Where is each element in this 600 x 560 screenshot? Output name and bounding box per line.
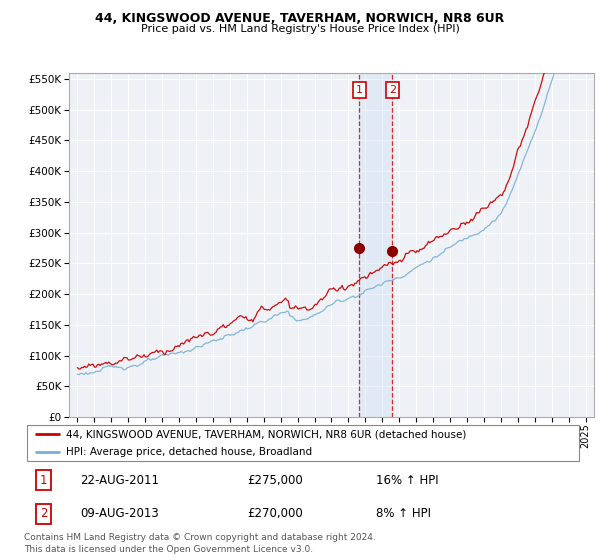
Text: £270,000: £270,000 — [247, 507, 303, 520]
Text: Price paid vs. HM Land Registry's House Price Index (HPI): Price paid vs. HM Land Registry's House … — [140, 24, 460, 34]
Text: 44, KINGSWOOD AVENUE, TAVERHAM, NORWICH, NR8 6UR (detached house): 44, KINGSWOOD AVENUE, TAVERHAM, NORWICH,… — [66, 429, 466, 439]
Text: 16% ↑ HPI: 16% ↑ HPI — [376, 474, 438, 487]
Text: 09-AUG-2013: 09-AUG-2013 — [80, 507, 158, 520]
Bar — [359, 73, 392, 417]
Text: 2: 2 — [40, 507, 47, 520]
Text: 22-AUG-2011: 22-AUG-2011 — [80, 474, 159, 487]
Text: 8% ↑ HPI: 8% ↑ HPI — [376, 507, 431, 520]
Text: Contains HM Land Registry data © Crown copyright and database right 2024.
This d: Contains HM Land Registry data © Crown c… — [24, 533, 376, 554]
Text: 1: 1 — [40, 474, 47, 487]
FancyBboxPatch shape — [27, 424, 579, 461]
Text: 44, KINGSWOOD AVENUE, TAVERHAM, NORWICH, NR8 6UR: 44, KINGSWOOD AVENUE, TAVERHAM, NORWICH,… — [95, 12, 505, 25]
Text: £275,000: £275,000 — [247, 474, 303, 487]
Text: 1: 1 — [356, 85, 363, 95]
Text: 2: 2 — [389, 85, 396, 95]
Text: HPI: Average price, detached house, Broadland: HPI: Average price, detached house, Broa… — [66, 447, 312, 457]
